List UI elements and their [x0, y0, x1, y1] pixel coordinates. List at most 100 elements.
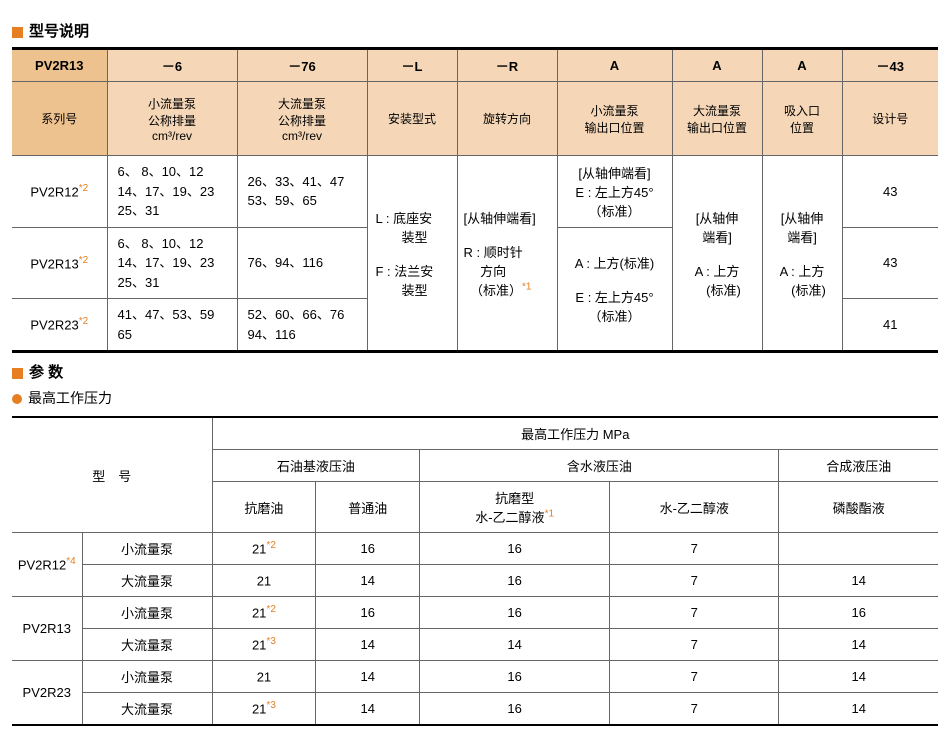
t2-r2-l-2: 14 — [316, 693, 420, 726]
t2-r2-s-4: 7 — [610, 661, 779, 693]
t2-r0-model: PV2R12*4 — [12, 533, 82, 597]
h2-5: 小流量泵 输出口位置 — [557, 82, 672, 156]
sub-text: 最高工作压力 — [28, 390, 112, 406]
section2-text: 参 数 — [29, 364, 63, 381]
t2-r1-s-label: 小流量泵 — [82, 597, 212, 629]
h2-1: 小流量泵 公称排量 cm³/rev — [107, 82, 237, 156]
r1-large: 76、94、116 — [237, 227, 367, 299]
t2-r1-model: PV2R13 — [12, 597, 82, 661]
r2-small: 41、47、53、59 65 — [107, 299, 237, 352]
h1-5: A — [557, 49, 672, 82]
t2-r1-s-0: 21*2 — [212, 597, 316, 629]
table1-header-row1: PV2R13 －6 －76 －L －R A A A －43 — [12, 49, 938, 82]
t2-r0-s-5 — [779, 533, 938, 565]
t2-r0-l-4: 7 — [610, 565, 779, 597]
t2-r2-l-5: 14 — [779, 693, 938, 726]
r0-large: 26、33、41、47 53、59、65 — [237, 156, 367, 228]
r2-large: 52、60、66、76 94、116 — [237, 299, 367, 352]
r1-design: 43 — [842, 227, 938, 299]
t2-top: 型 号 最高工作压力 MPa — [12, 417, 938, 450]
t2-r1-l-2: 14 — [316, 629, 420, 661]
t2-r0-s-4: 7 — [610, 533, 779, 565]
t2-c2: 普通油 — [316, 482, 420, 533]
h1-6: A — [672, 49, 762, 82]
t2-r2-l-3: 16 — [420, 693, 610, 726]
h2-4: 旋转方向 — [457, 82, 557, 156]
h2-2: 大流量泵 公称排量 cm³/rev — [237, 82, 367, 156]
t2-g2: 含水液压油 — [420, 450, 779, 482]
t2-r1-l-0: 21*3 — [212, 629, 316, 661]
t2-r1-l-5: 14 — [779, 629, 938, 661]
h1-7: A — [762, 49, 842, 82]
t2-r2-l-4: 7 — [610, 693, 779, 726]
h2-7: 吸入口 位置 — [762, 82, 842, 156]
t2-r2-s-0: 21 — [212, 661, 316, 693]
t2-r0-s-3: 16 — [420, 533, 610, 565]
h1-8: －43 — [842, 49, 938, 82]
t2-r1-s-3: 16 — [420, 597, 610, 629]
pressure-table: 型 号 最高工作压力 MPa 石油基液压油 含水液压油 合成液压油 抗磨油 普通… — [12, 416, 938, 726]
r1-small: 6、 8、10、12 14、17、19、23 25、31 — [107, 227, 237, 299]
t2-r0-s-2: 16 — [316, 533, 420, 565]
square-icon — [12, 368, 23, 379]
t2-r2-l-label: 大流量泵 — [82, 693, 212, 726]
section1-text: 型号说明 — [29, 23, 89, 40]
t2-r2-s-label: 小流量泵 — [82, 661, 212, 693]
t2-r2-s-3: 16 — [420, 661, 610, 693]
t2-r0-l-0: 21 — [212, 565, 316, 597]
r2-series: PV2R23*2 — [12, 299, 107, 352]
t2-g3: 合成液压油 — [779, 450, 938, 482]
h2-3: 安装型式 — [367, 82, 457, 156]
bullet-icon — [12, 394, 22, 404]
r0-small: 6、 8、10、12 14、17、19、23 25、31 — [107, 156, 237, 228]
t2-g1: 石油基液压油 — [212, 450, 420, 482]
h2-0: 系列号 — [12, 82, 107, 156]
h1-0: PV2R13 — [12, 49, 107, 82]
t2-r1-l-3: 14 — [420, 629, 610, 661]
t2-c5: 磷酸酯液 — [779, 482, 938, 533]
table1-row-0: PV2R12*2 6、 8、10、12 14、17、19、23 25、31 26… — [12, 156, 938, 228]
t2-model-label: 型 号 — [12, 417, 212, 533]
t2-r1-s-5: 16 — [779, 597, 938, 629]
r0-design: 43 — [842, 156, 938, 228]
t2-r1-l-4: 7 — [610, 629, 779, 661]
h2-8: 设计号 — [842, 82, 938, 156]
large-out-cell: [从轴伸 端看] A : 上方 (标准) — [672, 156, 762, 352]
t2-r0-l-label: 大流量泵 — [82, 565, 212, 597]
t2-c4: 水-乙二醇液 — [610, 482, 779, 533]
t2-top-label: 最高工作压力 MPa — [212, 417, 938, 450]
t2-r0-l-3: 16 — [420, 565, 610, 597]
t2-r0-large: 大流量泵 21 14 16 7 14 — [12, 565, 938, 597]
t2-c1: 抗磨油 — [212, 482, 316, 533]
section-sub: 最高工作压力 — [12, 388, 938, 408]
h1-2: －76 — [237, 49, 367, 82]
r1-out: A : 上方(标准) E : 左上方45° （标准） — [557, 227, 672, 352]
t2-r1-small: PV2R13 小流量泵 21*2 16 16 7 16 — [12, 597, 938, 629]
h1-1: －6 — [107, 49, 237, 82]
t2-r0-l-5: 14 — [779, 565, 938, 597]
t2-r1-large: 大流量泵 21*3 14 14 7 14 — [12, 629, 938, 661]
square-icon — [12, 27, 23, 38]
r1-series: PV2R13*2 — [12, 227, 107, 299]
t2-r1-s-2: 16 — [316, 597, 420, 629]
mount-cell: L : 底座安 装型 F : 法兰安 装型 — [367, 156, 457, 352]
rotate-cell: [从轴伸端看] R : 顺时针 方向 （标准）*1 — [457, 156, 557, 352]
t2-c3: 抗磨型 水-乙二醇液*1 — [420, 482, 610, 533]
h1-3: －L — [367, 49, 457, 82]
t2-r2-small: PV2R23 小流量泵 21 14 16 7 14 — [12, 661, 938, 693]
t2-r0-l-2: 14 — [316, 565, 420, 597]
t2-r2-s-2: 14 — [316, 661, 420, 693]
model-table: PV2R13 －6 －76 －L －R A A A －43 系列号 小流量泵 公… — [12, 47, 938, 353]
r0-series: PV2R12*2 — [12, 156, 107, 228]
h2-6: 大流量泵 输出口位置 — [672, 82, 762, 156]
r2-design: 41 — [842, 299, 938, 352]
t2-r2-large: 大流量泵 21*3 14 16 7 14 — [12, 693, 938, 726]
t2-r0-s-label: 小流量泵 — [82, 533, 212, 565]
inlet-cell: [从轴伸 端看] A : 上方 (标准) — [762, 156, 842, 352]
t2-r0-s-0: 21*2 — [212, 533, 316, 565]
section-model-title: 型号说明 — [12, 20, 938, 41]
table1-header-row2: 系列号 小流量泵 公称排量 cm³/rev 大流量泵 公称排量 cm³/rev … — [12, 82, 938, 156]
t2-r2-l-0: 21*3 — [212, 693, 316, 726]
r0-out: [从轴伸端看] E : 左上方45° （标准） — [557, 156, 672, 228]
section-param-title: 参 数 — [12, 361, 938, 382]
